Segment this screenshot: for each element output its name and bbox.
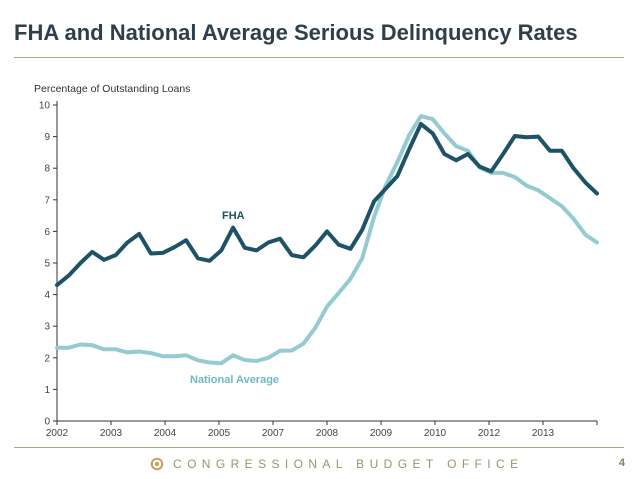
fha-series-label: FHA <box>222 210 245 222</box>
fha-series-line <box>55 122 599 288</box>
x-tick-label: 2013 <box>532 428 555 439</box>
x-tick-label: 2010 <box>424 428 447 439</box>
cbo-seal-icon <box>150 457 164 471</box>
chart-series <box>55 114 599 366</box>
chart-axes: 0 1 2 3 4 5 6 7 8 9 10 2002 2003 2004 2005 2007 2008 2009… <box>39 101 598 439</box>
delinquency-line-chart: Percentage of Outstanding Loans 0 1 2 3 4 5 6 7… <box>34 83 599 439</box>
national-average-series-line <box>55 114 599 366</box>
footer-divider <box>14 447 624 448</box>
y-tick-label: 4 <box>44 290 50 301</box>
x-tick-label: 2004 <box>154 428 177 439</box>
y-tick-label: 2 <box>44 353 50 364</box>
y-tick-label: 3 <box>44 322 50 333</box>
y-axis-label: Percentage of Outstanding Loans <box>34 83 190 95</box>
y-tick-label: 6 <box>44 227 50 238</box>
page-number: 4 <box>618 457 625 469</box>
slide-title: FHA and National Average Serious Delinqu… <box>14 20 578 45</box>
x-tick-label: 2003 <box>100 428 123 439</box>
x-tick-label: 2007 <box>262 428 285 439</box>
x-tick-label: 2002 <box>46 428 69 439</box>
y-tick-label: 5 <box>44 259 50 270</box>
y-tick-label: 10 <box>39 101 51 112</box>
title-divider <box>14 57 624 58</box>
y-tick-label: 1 <box>44 385 50 396</box>
x-tick-label: 2012 <box>478 428 501 439</box>
national-average-series-label: National Average <box>190 374 279 386</box>
y-tick-label: 9 <box>44 132 50 143</box>
x-tick-label: 2009 <box>370 428 393 439</box>
y-tick-label: 8 <box>44 164 50 175</box>
y-tick-label: 7 <box>44 195 50 206</box>
x-tick-label: 2008 <box>316 428 339 439</box>
y-tick-label: 0 <box>44 417 50 428</box>
x-tick-label: 2005 <box>208 428 231 439</box>
footer-organization-name: CONGRESSIONAL BUDGET OFFICE <box>173 457 524 471</box>
